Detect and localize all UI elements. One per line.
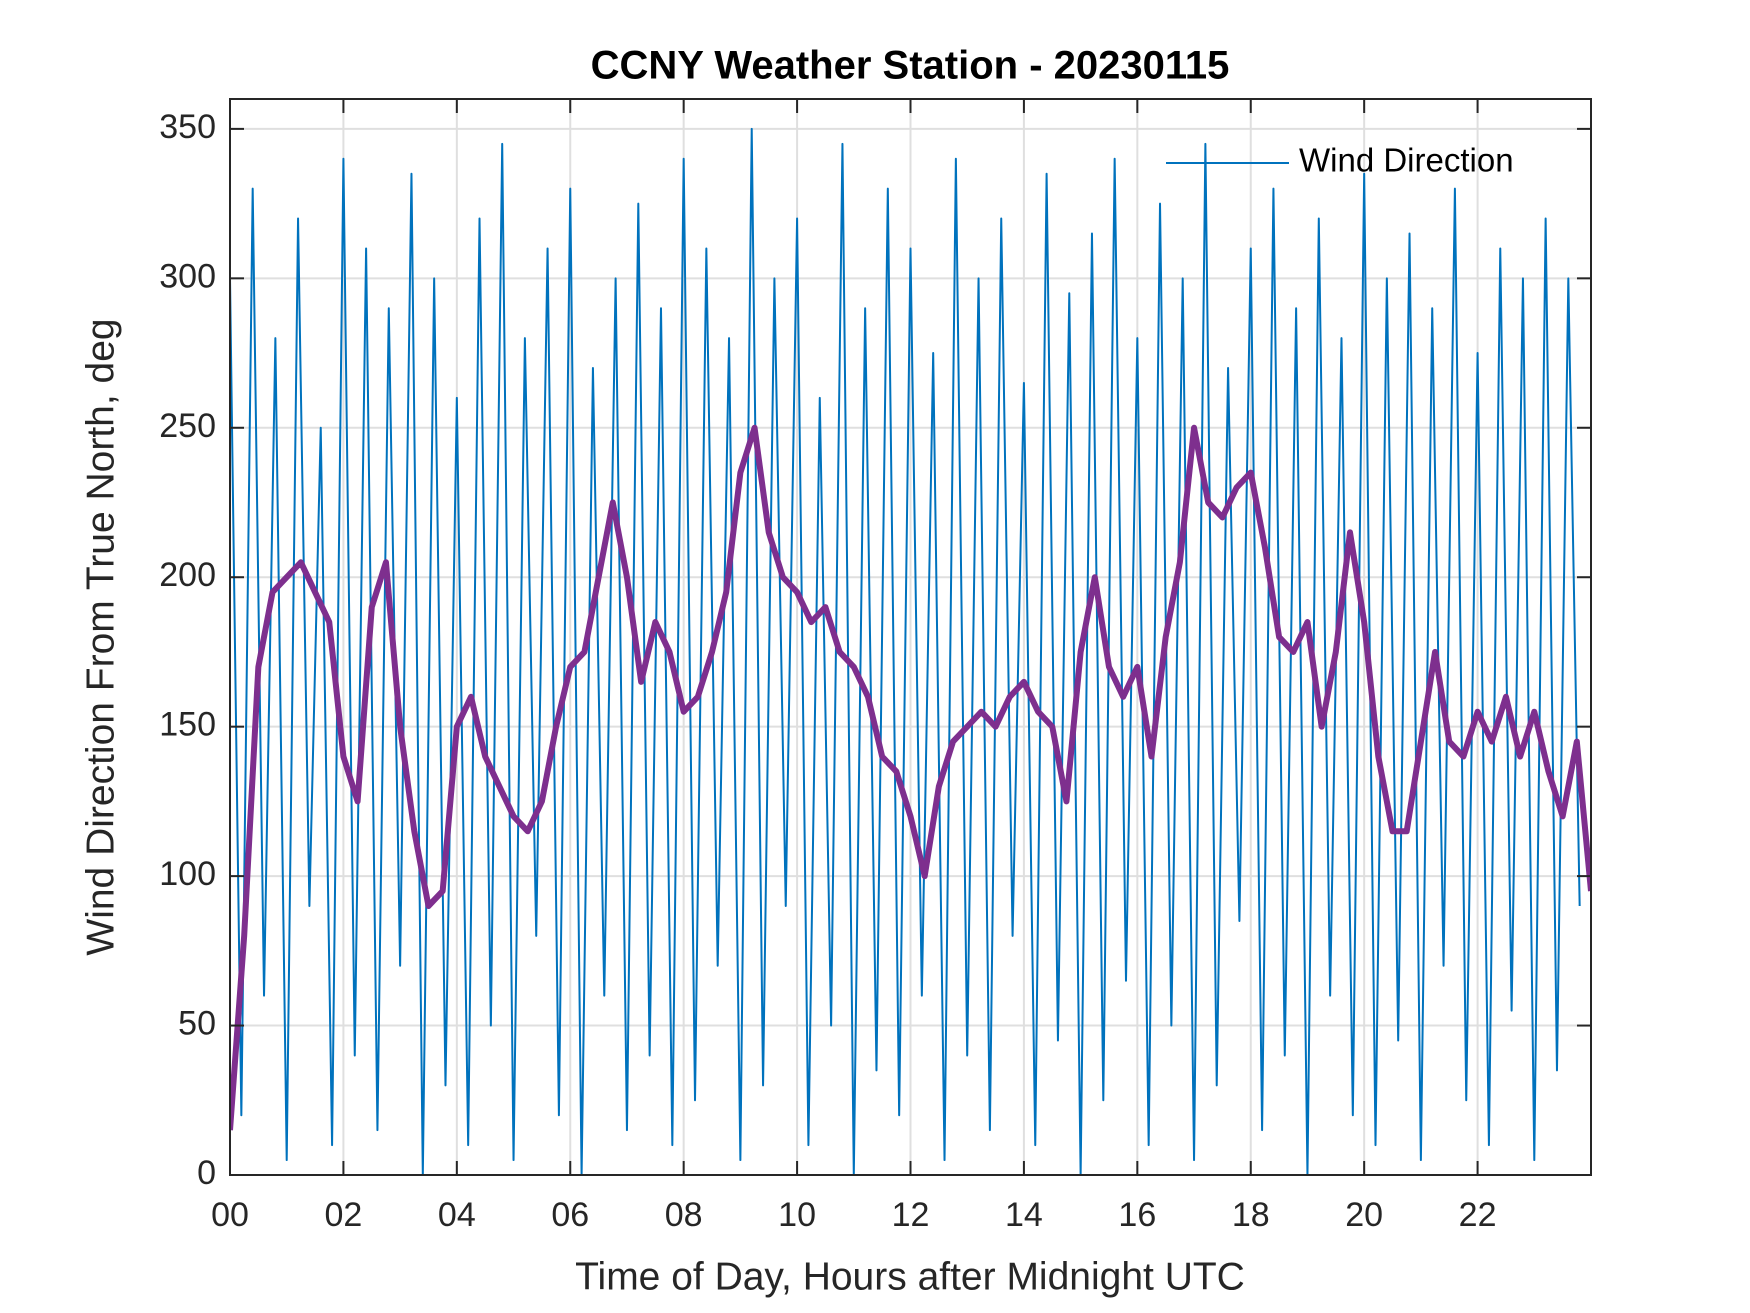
series-line [230,424,1591,1131]
x-tick-label: 20 [1345,1196,1383,1234]
x-tick-label: 22 [1459,1196,1497,1234]
y-tick-label: 100 [159,855,216,893]
ticks: 0 50 100 150 200 250 300 350 00 02 04 06 08 10 12 14 16 1… [159,99,1591,1234]
x-tick-label: 04 [438,1196,476,1234]
x-axis-label: Time of Day, Hours after Midnight UTC [575,1255,1245,1298]
x-tick-label: 10 [778,1196,816,1234]
x-tick-label: 14 [1005,1196,1043,1234]
chart-title: CCNY Weather Station - 20230115 [591,44,1230,88]
y-tick-label: 150 [159,706,216,744]
lines [230,127,1591,1175]
x-tick-label: 06 [551,1196,589,1234]
y-tick-label: 250 [159,407,216,445]
x-tick-label: 16 [1118,1196,1156,1234]
y-tick-label: 300 [159,257,216,295]
y-tick-label: 50 [178,1005,216,1043]
series-line [230,127,1581,1175]
x-tick-label: 18 [1232,1196,1270,1234]
x-tick-label: 02 [325,1196,363,1234]
x-tick-label: 08 [665,1196,703,1234]
legend: Wind Direction [1166,142,1514,179]
x-tick-label: 12 [892,1196,930,1234]
y-tick-label: 200 [159,556,216,594]
y-tick-label: 0 [197,1154,216,1192]
legend-label: Wind Direction [1299,142,1514,179]
x-tick-label: 00 [211,1196,249,1234]
y-axis-label: Wind Direction From True North, deg [79,318,122,955]
y-tick-label: 350 [159,108,216,146]
